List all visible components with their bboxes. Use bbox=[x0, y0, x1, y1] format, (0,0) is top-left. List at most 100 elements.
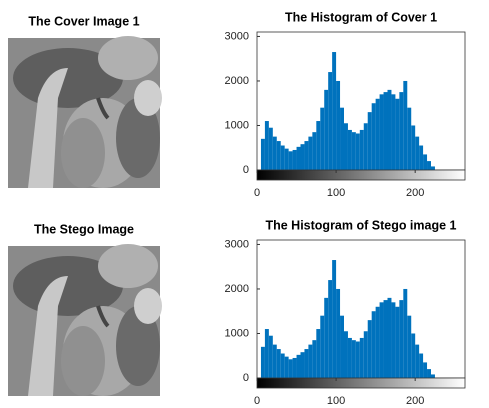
bar bbox=[419, 146, 423, 170]
bar bbox=[368, 112, 372, 170]
bar bbox=[297, 147, 301, 170]
bar bbox=[304, 349, 308, 378]
x-tick-label: 0 bbox=[254, 187, 260, 199]
bar bbox=[320, 316, 324, 378]
bar bbox=[277, 349, 281, 378]
bar bbox=[285, 357, 289, 378]
bar bbox=[328, 280, 332, 378]
bar bbox=[344, 331, 348, 378]
bar bbox=[360, 130, 364, 170]
bar bbox=[340, 108, 344, 170]
bar bbox=[399, 92, 403, 170]
bar bbox=[277, 141, 281, 170]
bar bbox=[273, 345, 277, 378]
bar bbox=[320, 108, 324, 170]
bar bbox=[352, 340, 356, 378]
colorbar bbox=[257, 378, 465, 388]
bar bbox=[395, 307, 399, 378]
image-title: The Stego Image bbox=[34, 222, 134, 236]
bar bbox=[312, 132, 316, 170]
bar bbox=[289, 151, 293, 170]
bar bbox=[273, 137, 277, 170]
bar bbox=[308, 345, 312, 378]
bar bbox=[415, 137, 419, 170]
bar bbox=[364, 331, 368, 378]
bar bbox=[289, 359, 293, 378]
bar bbox=[324, 298, 328, 378]
bar bbox=[384, 92, 388, 170]
bar bbox=[293, 150, 297, 170]
y-tick-label: 3000 bbox=[225, 30, 249, 42]
bar bbox=[419, 354, 423, 378]
bar bbox=[387, 90, 391, 170]
bar bbox=[372, 311, 376, 378]
bar bbox=[399, 300, 403, 378]
bar bbox=[384, 300, 388, 378]
x-tick-label: 100 bbox=[327, 395, 345, 407]
bar bbox=[348, 130, 352, 170]
y-tick-label: 1000 bbox=[225, 119, 249, 131]
image-title: The Cover Image 1 bbox=[28, 14, 139, 28]
bar bbox=[308, 137, 312, 170]
bar bbox=[431, 166, 435, 170]
bar bbox=[391, 302, 395, 378]
bar bbox=[281, 354, 285, 378]
bar bbox=[316, 121, 320, 170]
bar bbox=[403, 81, 407, 170]
bar bbox=[352, 132, 356, 170]
bar bbox=[356, 341, 360, 378]
bar bbox=[312, 340, 316, 378]
y-tick-label: 2000 bbox=[225, 283, 249, 295]
bar bbox=[368, 320, 372, 378]
bar bbox=[324, 90, 328, 170]
bar bbox=[332, 52, 336, 170]
bar bbox=[431, 374, 435, 378]
x-tick-label: 200 bbox=[406, 187, 424, 199]
bar bbox=[395, 99, 399, 170]
bar bbox=[300, 352, 304, 378]
bar bbox=[293, 358, 297, 378]
bar bbox=[336, 289, 340, 378]
bar bbox=[332, 260, 336, 378]
bar bbox=[427, 369, 431, 378]
bar bbox=[265, 121, 269, 170]
bar bbox=[348, 338, 352, 378]
bar bbox=[407, 108, 411, 170]
bar bbox=[380, 302, 384, 378]
y-tick-label: 1000 bbox=[225, 327, 249, 339]
bar bbox=[269, 336, 273, 378]
bar bbox=[265, 329, 269, 378]
bar bbox=[360, 338, 364, 378]
cover-image bbox=[8, 36, 162, 188]
y-tick-label: 0 bbox=[243, 372, 249, 384]
colorbar bbox=[257, 170, 465, 180]
x-tick-label: 100 bbox=[327, 187, 345, 199]
bar bbox=[376, 307, 380, 378]
bar bbox=[403, 289, 407, 378]
y-tick-label: 0 bbox=[243, 164, 249, 176]
bar bbox=[415, 345, 419, 378]
bar bbox=[261, 139, 265, 170]
bar bbox=[391, 94, 395, 170]
bar bbox=[423, 154, 427, 170]
bar bbox=[297, 355, 301, 378]
bar bbox=[340, 316, 344, 378]
bar bbox=[344, 123, 348, 170]
bar bbox=[281, 146, 285, 170]
bar bbox=[411, 125, 415, 170]
chart-title: The Histogram of Cover 1 bbox=[285, 10, 437, 24]
bar bbox=[411, 333, 415, 378]
bar bbox=[372, 103, 376, 170]
bar bbox=[356, 133, 360, 170]
x-tick-label: 200 bbox=[406, 395, 424, 407]
figure: The Cover Image 1 The Stego Image The Hi… bbox=[0, 0, 489, 408]
stego-image bbox=[8, 244, 162, 396]
bar bbox=[300, 144, 304, 170]
x-tick-label: 0 bbox=[254, 395, 260, 407]
bar bbox=[407, 316, 411, 378]
bar bbox=[380, 94, 384, 170]
bar bbox=[376, 99, 380, 170]
bar bbox=[427, 161, 431, 170]
bar bbox=[423, 362, 427, 378]
chart-title: The Histogram of Stego image 1 bbox=[265, 218, 456, 232]
